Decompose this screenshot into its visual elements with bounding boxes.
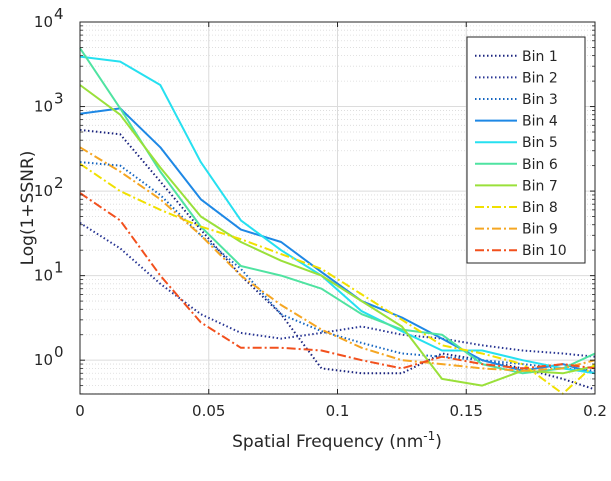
series-line-bin-6 <box>79 47 596 375</box>
legend-label-bin-4: Bin 4 <box>522 114 558 130</box>
y-tick-label: 10 <box>34 182 53 200</box>
y-axis-label: Log(1+SSNR) <box>18 151 38 266</box>
x-axis-ticks: 0 0.05 0.1 0.15 0.2 <box>75 22 607 420</box>
y-tick-label-exponent: 1 <box>54 259 64 277</box>
legend-label-bin-3: Bin 3 <box>522 92 558 108</box>
series-line-bin-9 <box>79 146 596 372</box>
x-tick-label: 0.2 <box>583 402 607 420</box>
series-line-bin-5 <box>79 55 596 375</box>
legend-label-bin-9: Bin 9 <box>522 222 558 238</box>
legend-label-bin-2: Bin 2 <box>522 70 558 86</box>
legend-label-bin-6: Bin 6 <box>522 157 558 173</box>
x-axis-label-exponent: -1 <box>423 429 435 443</box>
legend-box <box>466 36 586 264</box>
legend-label-bin-10: Bin 10 <box>522 243 567 259</box>
y-tick-label: 10 <box>34 351 53 369</box>
x-axis-label-suffix: ) <box>435 432 442 452</box>
x-axis-label: Spatial Frequency (nm-1) <box>232 429 442 452</box>
series-line-bin-7 <box>79 84 596 387</box>
x-tick-label: 0.15 <box>450 402 483 420</box>
y-tick-label-exponent: 4 <box>54 5 64 23</box>
y-tick-label-exponent: 3 <box>54 90 64 108</box>
x-tick-label: 0.1 <box>326 402 350 420</box>
x-tick-label: 0 <box>75 402 85 420</box>
series-line-bin-3 <box>79 161 596 372</box>
legend-label-bin-7: Bin 7 <box>522 178 558 194</box>
y-tick-label-exponent: 0 <box>54 343 64 361</box>
legend-label-bin-5: Bin 5 <box>522 135 558 151</box>
x-tick-label: 0.05 <box>192 402 225 420</box>
series-line-bin-10 <box>79 192 596 370</box>
x-axis-label-main: Spatial Frequency (nm <box>232 432 423 452</box>
y-tick-label: 10 <box>34 98 53 116</box>
series-line-bin-1 <box>79 128 596 391</box>
series-line-bin-8 <box>79 162 596 395</box>
series-line-bin-4 <box>79 107 596 375</box>
legend: Bin 1 Bin 2 Bin 3 Bin 4 Bin 5 Bin 6 Bin 7 Bin 8… <box>466 36 586 264</box>
legend-label-bin-1: Bin 1 <box>522 49 558 65</box>
y-tick-label: 10 <box>34 13 53 31</box>
series-group <box>79 47 596 395</box>
y-tick-label: 10 <box>34 267 53 285</box>
y-tick-label-exponent: 2 <box>54 174 64 192</box>
legend-label-bin-8: Bin 8 <box>522 200 558 216</box>
